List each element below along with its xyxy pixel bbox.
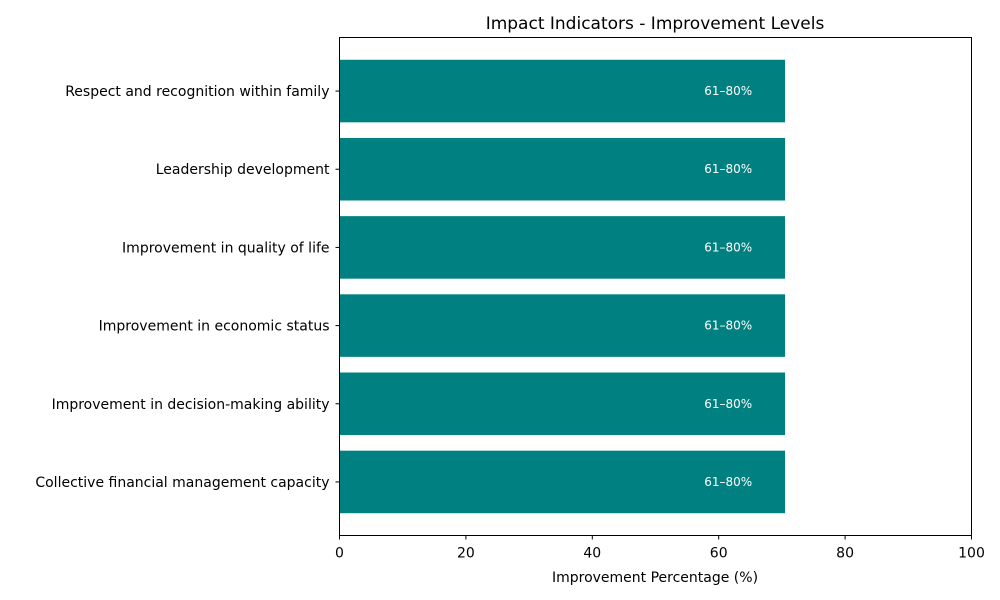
- bar-data-label: 61–80%: [704, 475, 752, 489]
- bar: [339, 294, 786, 357]
- bar: [339, 450, 786, 514]
- x-tick-label: 80: [836, 546, 854, 562]
- x-tick-label: 0: [335, 546, 344, 562]
- bar-data-label: 61–80%: [704, 319, 752, 333]
- x-tick-label: 40: [583, 546, 601, 562]
- x-tick-label: 20: [457, 546, 475, 562]
- y-tick-label: Improvement in quality of life: [122, 240, 329, 256]
- bar: [339, 216, 786, 279]
- bar: [339, 372, 786, 436]
- y-tick-label: Improvement in decision-making ability: [52, 397, 330, 413]
- x-axis-label: Improvement Percentage (%): [552, 570, 758, 586]
- x-tick-label: 100: [958, 546, 985, 562]
- bar: [339, 137, 786, 201]
- chart-title: Impact Indicators - Improvement Levels: [486, 14, 825, 34]
- plot-frame: [339, 37, 972, 536]
- bar: [339, 59, 786, 123]
- bar-data-label: 61–80%: [704, 397, 752, 411]
- bar-data-label: 61–80%: [704, 162, 752, 176]
- y-tick-label: Improvement in economic status: [99, 319, 330, 335]
- y-tick-label: Collective financial management capacity: [35, 475, 329, 491]
- x-tick-label: 60: [710, 546, 728, 562]
- y-tick-label: Respect and recognition within family: [65, 84, 329, 100]
- bar-data-label: 61–80%: [704, 84, 752, 98]
- y-tick-label: Leadership development: [156, 162, 330, 178]
- bar-data-label: 61–80%: [704, 240, 752, 254]
